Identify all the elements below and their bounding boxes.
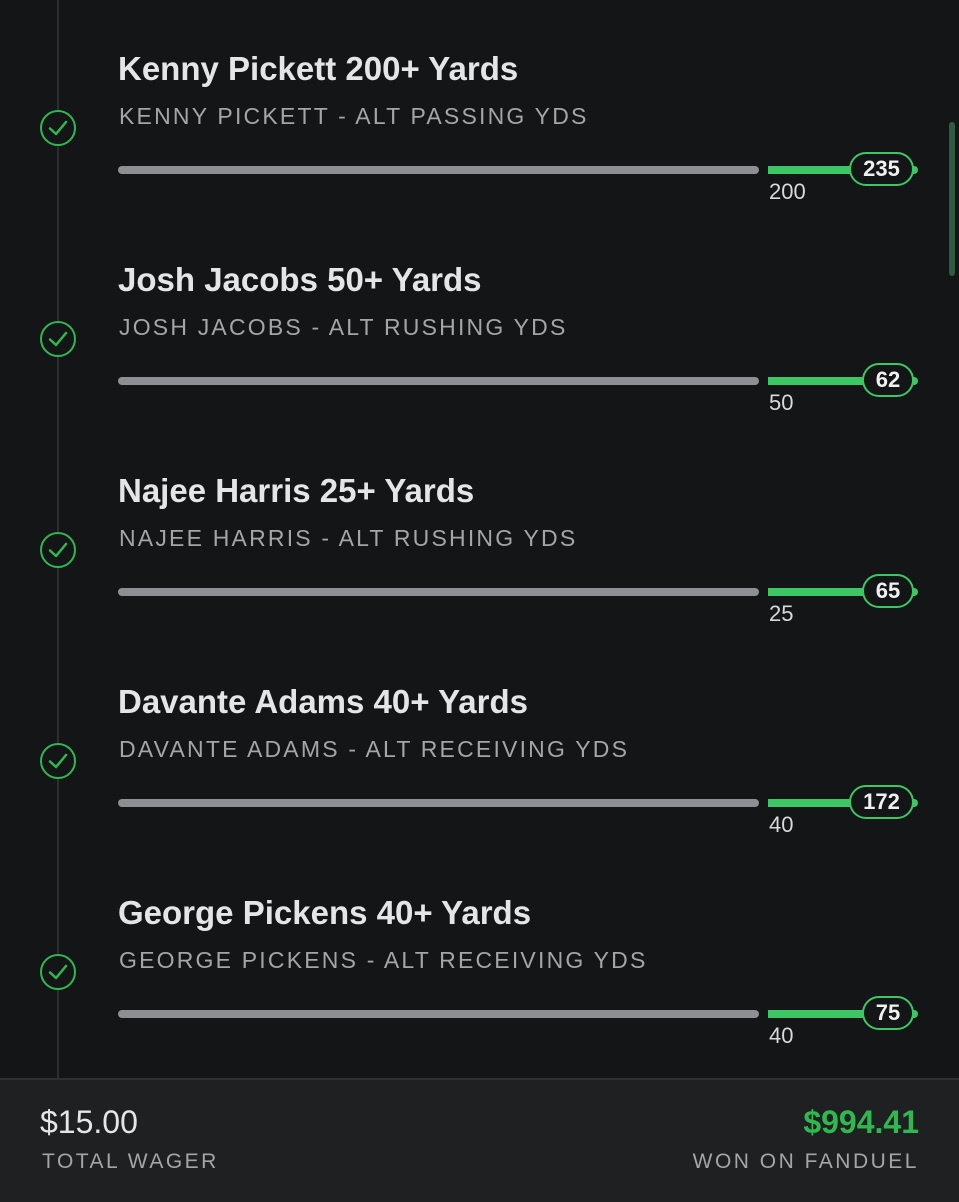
threshold-label: 50 <box>769 390 794 415</box>
check-svg <box>40 532 76 568</box>
leg-title: Kenny Pickett 200+ Yards <box>118 50 519 87</box>
footer: $15.00 TOTAL WAGER $994.41 WON ON FANDUE… <box>0 1078 959 1202</box>
result-pill: 75 <box>862 996 914 1030</box>
check-svg <box>40 110 76 146</box>
progress-track <box>118 166 759 174</box>
leg-title: Najee Harris 25+ Yards <box>118 472 475 509</box>
progress-track <box>118 1010 759 1018</box>
won-label: WON ON FANDUEL <box>692 1150 919 1173</box>
check-icon <box>39 320 77 358</box>
result-pill: 62 <box>862 363 914 397</box>
wager-amount: $15.00 <box>40 1104 138 1140</box>
leg-subtitle: GEORGE PICKENS - ALT RECEIVING YDS <box>119 947 648 973</box>
leg-title: Davante Adams 40+ Yards <box>118 683 528 720</box>
leg-subtitle: DAVANTE ADAMS - ALT RECEIVING YDS <box>119 736 630 762</box>
scrollbar <box>949 122 955 276</box>
check-icon <box>39 953 77 991</box>
threshold-label: 200 <box>769 179 806 204</box>
result-pill: 65 <box>862 574 914 608</box>
check-svg <box>40 743 76 779</box>
leg-title: George Pickens 40+ Yards <box>118 894 532 931</box>
leg-subtitle: KENNY PICKETT - ALT PASSING YDS <box>119 103 589 129</box>
result-pill: 235 <box>849 152 914 186</box>
wager-label: TOTAL WAGER <box>42 1150 219 1173</box>
progress-track <box>118 799 759 807</box>
progress-fill <box>768 588 918 596</box>
check-icon <box>39 109 77 147</box>
progress-track <box>118 377 759 385</box>
threshold-label: 25 <box>769 601 794 626</box>
progress-fill <box>768 377 918 385</box>
progress-track <box>118 588 759 596</box>
progress-fill <box>768 799 918 807</box>
leg-title: Josh Jacobs 50+ Yards <box>118 261 482 298</box>
check-svg <box>40 321 76 357</box>
threshold-label: 40 <box>769 1023 794 1048</box>
leg-subtitle: JOSH JACOBS - ALT RUSHING YDS <box>119 314 568 340</box>
check-icon <box>39 531 77 569</box>
check-svg <box>40 954 76 990</box>
leg-subtitle: NAJEE HARRIS - ALT RUSHING YDS <box>119 525 578 551</box>
progress-fill <box>768 166 918 174</box>
result-pill: 172 <box>849 785 914 819</box>
won-amount: $994.41 <box>803 1104 919 1140</box>
progress-fill <box>768 1010 918 1018</box>
threshold-label: 40 <box>769 812 794 837</box>
check-icon <box>39 742 77 780</box>
